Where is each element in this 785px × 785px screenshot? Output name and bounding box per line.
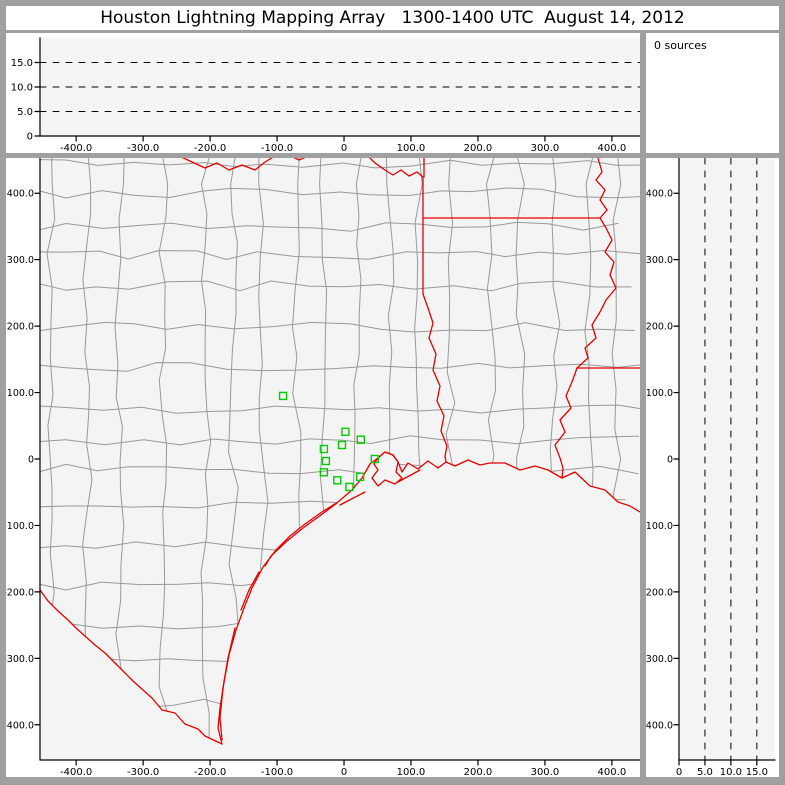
tick-label: 0 bbox=[667, 455, 673, 466]
tick-label: -200.0 bbox=[194, 767, 226, 777]
tick-label: -400.0 bbox=[646, 720, 673, 731]
tick-label: 100.0 bbox=[397, 767, 426, 777]
tick-label: 100.0 bbox=[646, 388, 673, 399]
tick-label: -400.0 bbox=[60, 143, 92, 153]
county-line bbox=[40, 404, 640, 414]
altitude-ns-plot: 400.0 300.0 200.0 100.0 0 -100.0 -200.0 -300.0 -… bbox=[646, 158, 776, 777]
tick-label: 10.0 bbox=[720, 767, 742, 777]
tick-label: 200.0 bbox=[464, 143, 493, 153]
county-line bbox=[114, 158, 125, 740]
galveston-bay bbox=[371, 451, 403, 487]
station-marker bbox=[319, 444, 329, 454]
tick-label: -300.0 bbox=[646, 654, 673, 665]
tick-label: 0 bbox=[676, 767, 682, 777]
station-marker bbox=[370, 454, 379, 464]
county-line bbox=[40, 187, 640, 199]
tick-label: 0 bbox=[27, 132, 33, 143]
tick-label: 15.0 bbox=[11, 58, 33, 69]
page-title: Houston Lightning Mapping Array 1300-140… bbox=[100, 8, 685, 28]
altitude-ns-panel: 400.0 300.0 200.0 100.0 0 -100.0 -200.0 -300.0 -… bbox=[646, 158, 779, 777]
county-line bbox=[40, 321, 635, 333]
map-plot-area bbox=[40, 158, 640, 760]
county-line bbox=[158, 158, 169, 744]
tick-label: -100.0 bbox=[261, 143, 293, 153]
gulf-coastline bbox=[217, 451, 640, 745]
tick-label: 100.0 bbox=[7, 388, 34, 399]
county-line bbox=[40, 221, 619, 232]
tick-label: -300.0 bbox=[127, 143, 159, 153]
tick-label: -300.0 bbox=[6, 654, 34, 665]
tick-label: 300.0 bbox=[531, 767, 560, 777]
station-marker bbox=[319, 468, 329, 477]
tick-label: 200.0 bbox=[7, 322, 34, 333]
tick-label: 400.0 bbox=[7, 189, 34, 200]
lma-stations bbox=[278, 391, 379, 492]
county-line bbox=[40, 435, 640, 446]
tick-label: -100.0 bbox=[261, 767, 293, 777]
tick-label: 0 bbox=[28, 455, 34, 466]
county-line bbox=[40, 280, 632, 292]
barrier-island bbox=[397, 469, 421, 483]
tick-label: -100.0 bbox=[646, 521, 673, 532]
tick-label: 5.0 bbox=[17, 107, 33, 118]
tick-label: 300.0 bbox=[646, 255, 673, 266]
tick-label: 15.0 bbox=[746, 767, 768, 777]
tick-label: 5.0 bbox=[697, 767, 713, 777]
station-marker bbox=[337, 440, 347, 450]
station-marker bbox=[341, 427, 350, 436]
ns-plot-area bbox=[679, 158, 775, 760]
station-marker bbox=[333, 476, 342, 485]
border-mississippi_upper bbox=[576, 158, 617, 369]
barrier-island bbox=[240, 571, 260, 611]
tick-label: -200.0 bbox=[646, 587, 673, 598]
source-count-label: 0 sources bbox=[654, 39, 707, 52]
tick-label: 100.0 bbox=[397, 143, 426, 153]
tick-label: 300.0 bbox=[7, 255, 34, 266]
border-red_river bbox=[181, 158, 424, 178]
station-marker bbox=[278, 391, 288, 401]
plan-view-map-plot: -400.0 -300.0 -200.0 -100.0 0 100.0 200.0 300.0… bbox=[6, 158, 640, 777]
barrier-island bbox=[264, 502, 338, 567]
border-mississippi_lower bbox=[554, 367, 578, 479]
tick-label: 400.0 bbox=[598, 767, 627, 777]
tick-label: -100.0 bbox=[6, 521, 34, 532]
altitude-ew-plot: -400.0 -300.0 -200.0 -100.0 0 100.0 200.0 300.0… bbox=[11, 37, 640, 153]
station-marker bbox=[355, 472, 365, 482]
altitude-ew-panel: -400.0 -300.0 -200.0 -100.0 0 100.0 200.0 300.0… bbox=[6, 33, 640, 153]
tick-label: 200.0 bbox=[646, 322, 673, 333]
plan-view-map-panel: -400.0 -300.0 -200.0 -100.0 0 100.0 200.0 300.0… bbox=[6, 158, 640, 777]
tick-label: 300.0 bbox=[531, 143, 560, 153]
tick-label: -200.0 bbox=[6, 587, 34, 598]
tick-label: -200.0 bbox=[194, 143, 226, 153]
barrier-island bbox=[219, 627, 236, 741]
tick-label: 400.0 bbox=[598, 143, 627, 153]
tick-label: 0 bbox=[341, 143, 347, 153]
county-line bbox=[40, 362, 640, 372]
border-sabine_river bbox=[422, 293, 448, 463]
tick-label: 0 bbox=[341, 767, 347, 777]
station-marker bbox=[356, 435, 365, 444]
county-line bbox=[40, 250, 640, 260]
station-marker bbox=[345, 482, 354, 492]
barrier-island bbox=[339, 491, 366, 506]
tick-label: 400.0 bbox=[646, 189, 673, 200]
county-line bbox=[40, 159, 640, 169]
tick-label: 10.0 bbox=[11, 83, 33, 94]
border-rio-grande bbox=[40, 589, 223, 745]
station-marker bbox=[321, 456, 331, 466]
tick-label: 200.0 bbox=[464, 767, 493, 777]
state-borders-and-coast bbox=[40, 158, 640, 745]
title-bar: Houston Lightning Mapping Array 1300-140… bbox=[6, 6, 779, 30]
tick-label: -300.0 bbox=[127, 767, 159, 777]
map-axes bbox=[39, 158, 640, 761]
source-count-panel: 0 sources bbox=[646, 33, 779, 153]
tick-label: -400.0 bbox=[6, 720, 34, 731]
county-line bbox=[200, 158, 212, 744]
tick-label: -400.0 bbox=[60, 767, 92, 777]
